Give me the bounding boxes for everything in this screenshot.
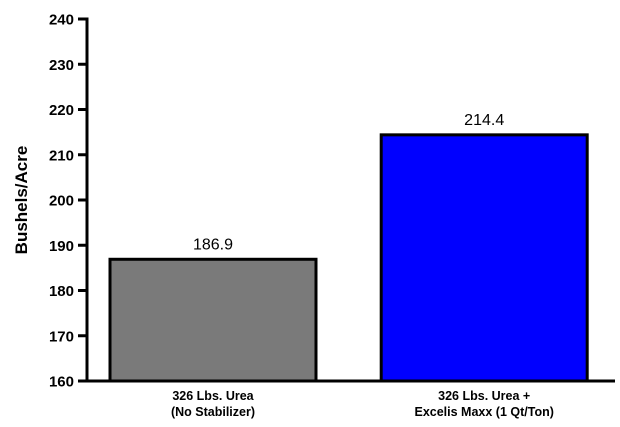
- x-category-label: 326 Lbs. Urea +: [438, 389, 530, 403]
- y-tick-label: 220: [49, 102, 74, 119]
- y-tick-label: 210: [49, 147, 74, 164]
- y-tick-label: 170: [49, 328, 74, 345]
- y-tick-label: 230: [49, 57, 74, 74]
- y-axis-ticks: 160 170 180 190 200 210 220 230 240: [49, 12, 87, 391]
- bars: [108, 133, 589, 383]
- x-category-label: Excelis Maxx (1 Qt/Ton): [414, 405, 553, 419]
- bar: [379, 133, 589, 383]
- y-tick-label: 160: [49, 374, 74, 391]
- y-tick-label: 200: [49, 193, 74, 210]
- y-tick-label: 240: [49, 12, 74, 29]
- bar-value-label: 186.9: [193, 236, 233, 253]
- x-category-label: 326 Lbs. Urea: [172, 389, 254, 403]
- y-tick-label: 180: [49, 283, 74, 300]
- data-labels: 186.9 214.4: [193, 112, 504, 253]
- bar-value-label: 214.4: [464, 112, 504, 129]
- bar: [108, 257, 318, 383]
- y-axis-title-group: Bushels/Acre: [12, 146, 31, 255]
- x-category-label: (No Stabilizer): [171, 405, 255, 419]
- y-axis-title: Bushels/Acre: [12, 146, 31, 255]
- x-axis-category-labels: 326 Lbs. Urea (No Stabilizer) 326 Lbs. Ure…: [171, 389, 554, 419]
- y-tick-label: 190: [49, 238, 74, 255]
